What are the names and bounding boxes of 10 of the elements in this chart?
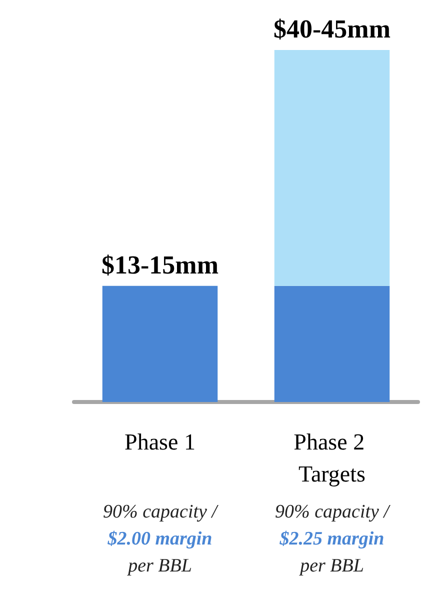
text: per BBL — [298, 556, 364, 576]
x-tick-label: Phase 1 — [124, 430, 196, 454]
text: $2.00 margin — [106, 528, 212, 550]
total-label: $40-45mm — [274, 14, 391, 44]
text: per BBL — [126, 556, 192, 576]
text: 90% capacity / — [275, 502, 391, 522]
x-tick-label: Phase 2 Targets — [294, 430, 370, 486]
text: 90% capacity / — [103, 502, 219, 522]
text: $2.25 margin — [278, 528, 384, 550]
total-label: $13-15mm — [102, 250, 219, 280]
